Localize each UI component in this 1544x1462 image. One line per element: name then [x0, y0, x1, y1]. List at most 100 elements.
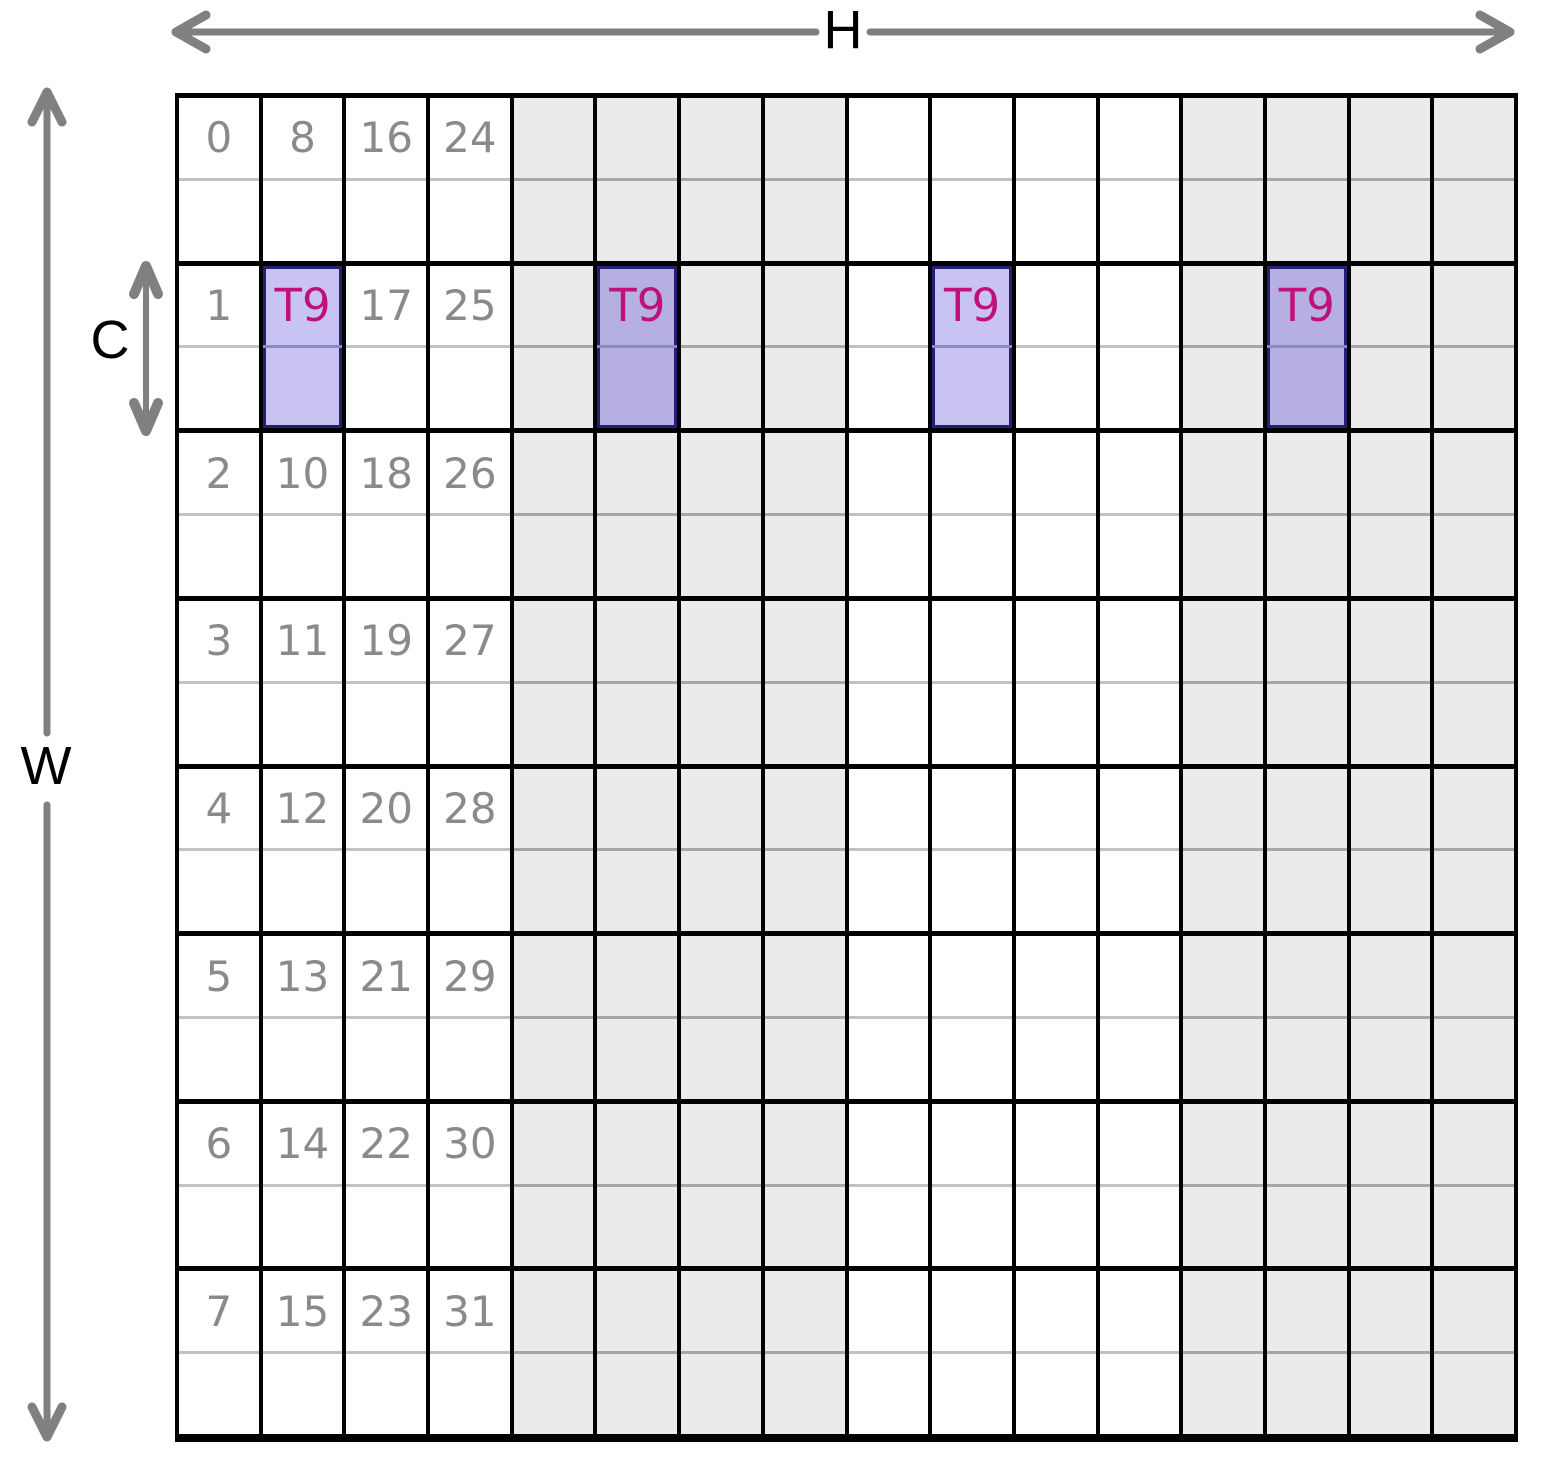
grid-cell	[1434, 600, 1514, 764]
cell-bottom-half	[263, 181, 343, 261]
cell-top-half: 24	[430, 98, 510, 181]
grid-cell	[513, 1271, 598, 1434]
cell-bottom-half	[1267, 1019, 1347, 1099]
grid-cell: 0	[179, 98, 263, 261]
grid-cell	[1015, 265, 1100, 429]
cell-bottom-half	[1267, 181, 1347, 261]
grid-cell: 11	[262, 600, 347, 764]
grid-cell: 26	[430, 433, 514, 596]
element-index: 25	[443, 281, 497, 331]
cell-top-half	[764, 769, 845, 852]
cell-bottom-half	[1016, 851, 1096, 931]
grid-cell	[1350, 265, 1435, 429]
cell-bottom-half	[1434, 516, 1514, 596]
cell-bottom-half	[597, 684, 677, 764]
grid-cell: 22	[346, 1103, 431, 1267]
element-index: 14	[275, 1119, 330, 1169]
cell-top-half	[1183, 98, 1263, 181]
cell-bottom-half	[1351, 1354, 1431, 1434]
cell-bottom-half	[1183, 851, 1263, 931]
cell-bottom-half	[346, 516, 426, 596]
grid-cell: 7	[179, 1271, 263, 1434]
cell-bottom-half	[849, 1019, 929, 1099]
cell-bottom-half	[514, 516, 594, 596]
cell-top-half	[1350, 433, 1431, 517]
cell-top-half: 14	[262, 1104, 343, 1187]
cell-top-half	[1099, 936, 1180, 1019]
cell-top-half	[764, 98, 845, 181]
cell-bottom-half	[430, 516, 510, 596]
cell-bottom-half	[346, 181, 426, 261]
element-index: 8	[289, 113, 316, 163]
cell-top-half	[1183, 601, 1263, 684]
grid-cell	[1183, 936, 1267, 1099]
grid-cell: 12	[262, 768, 347, 932]
cell-top-half	[1434, 1104, 1514, 1187]
cell-bottom-half	[179, 1187, 259, 1267]
grid-row-4: 4 12 20 28	[179, 768, 1514, 937]
cell-top-half	[1099, 1271, 1180, 1355]
cell-bottom-half	[765, 851, 845, 931]
cell-top-half	[764, 936, 845, 1019]
cell-top-half: 11	[262, 601, 343, 684]
grid-cell	[681, 1271, 765, 1434]
cell-bottom-half	[346, 348, 426, 428]
grid-cell	[1266, 1271, 1351, 1434]
cell-top-half: 30	[430, 1104, 510, 1187]
cell-bottom-half	[681, 851, 761, 931]
cell-top-half	[764, 266, 845, 349]
cell-top-half	[1099, 769, 1180, 852]
cell-bottom-half	[1183, 1019, 1263, 1099]
grid-cell	[1015, 600, 1100, 764]
cell-top-half: 1	[179, 266, 259, 349]
grid-cell	[764, 98, 849, 261]
grid-cell: 19	[346, 600, 431, 764]
cell-top-half	[681, 266, 761, 349]
cell-top-half: 13	[262, 936, 343, 1019]
element-index: 13	[275, 951, 330, 1001]
cell-bottom-half	[430, 684, 510, 764]
grid-cell: 28	[430, 768, 514, 932]
grid-cell: 13	[262, 936, 347, 1099]
grid-cell: 8	[262, 98, 347, 261]
cell-bottom-half	[849, 516, 929, 596]
cell-top-half	[1266, 936, 1347, 1019]
cell-top-half: 16	[346, 98, 427, 181]
cell-top-half	[1266, 769, 1347, 852]
cell-bottom-half	[430, 348, 510, 428]
grid-cell	[1099, 1103, 1184, 1267]
grid-cell	[848, 600, 933, 764]
grid-cell	[1350, 1271, 1435, 1434]
grid-cell	[848, 1271, 933, 1434]
cell-top-half	[848, 98, 929, 181]
element-index: 12	[275, 783, 330, 833]
c-arrowhead-top-icon	[129, 261, 163, 299]
highlighted-cell-t9: T9	[1266, 265, 1351, 429]
cell-top-half	[1266, 1271, 1347, 1355]
cell-bottom-half	[179, 516, 259, 596]
cell-bottom-half	[430, 851, 510, 931]
cell-top-half: 10	[262, 433, 343, 517]
grid-row-1: 1 T9 17 25 T9 T9 T9	[179, 265, 1514, 434]
cell-top-half	[764, 433, 845, 517]
cell-top-half: T9	[1266, 266, 1347, 349]
grid-cell	[848, 768, 933, 932]
cell-bottom-half	[849, 1187, 929, 1267]
element-index: 24	[443, 113, 497, 163]
grid-cell: 24	[430, 98, 514, 261]
cell-bottom-half	[597, 516, 677, 596]
grid-cell	[1015, 98, 1100, 261]
cell-top-half	[1350, 1271, 1431, 1355]
cell-bottom-half	[932, 1019, 1012, 1099]
cell-bottom-half	[681, 1354, 761, 1434]
cell-top-half	[1266, 98, 1347, 181]
grid-cell: 6	[179, 1103, 263, 1267]
grid-cell	[1434, 768, 1514, 932]
cell-bottom-half	[1100, 684, 1180, 764]
grid-cell	[513, 98, 598, 261]
grid-cell	[597, 600, 682, 764]
grid-cell	[932, 98, 1016, 261]
cell-bottom-half	[430, 181, 510, 261]
cell-top-half	[848, 769, 929, 852]
